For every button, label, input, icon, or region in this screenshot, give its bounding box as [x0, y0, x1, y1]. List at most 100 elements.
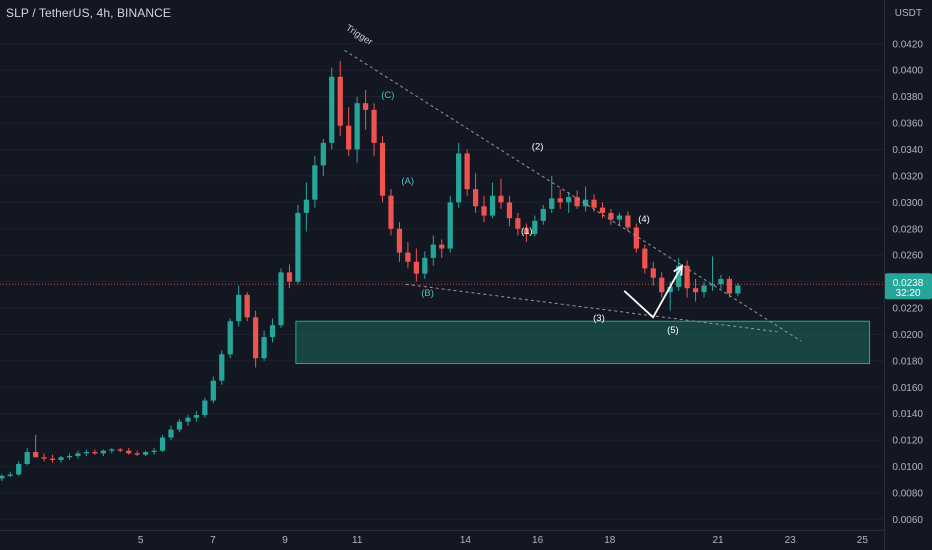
candle-body: [659, 277, 665, 293]
candle-body: [709, 284, 716, 286]
lower-trendline: [405, 283, 778, 333]
candle-body: [388, 195, 394, 229]
price-badge-value: 0.0238: [893, 278, 924, 289]
candle-body: [599, 207, 606, 213]
y-tick-label: 0.0140: [892, 409, 923, 420]
candle-body: [379, 142, 386, 196]
candle-body: [261, 337, 267, 359]
x-tick-label: 23: [785, 535, 797, 546]
candle-body: [735, 285, 741, 294]
wave-label: (4): [638, 214, 650, 225]
x-tick-label: 14: [460, 535, 472, 546]
y-tick-label: 0.0400: [892, 66, 923, 77]
candle-body: [109, 449, 115, 451]
candle-body: [168, 429, 174, 438]
y-tick-label: 0.0300: [892, 198, 923, 209]
candle-body: [320, 142, 326, 166]
candle-body: [143, 452, 149, 455]
candle-body: [227, 321, 233, 355]
candle-body: [667, 286, 673, 293]
candle-body: [236, 294, 242, 322]
candle-body: [650, 268, 656, 278]
y-tick-label: 0.0420: [892, 39, 923, 50]
candle-body: [608, 212, 614, 220]
price-badge-countdown: 32:20: [895, 288, 920, 299]
wave-label: (C): [381, 90, 394, 101]
y-tick-label: 0.0260: [892, 251, 923, 262]
candle-body: [692, 288, 699, 293]
candle-body: [354, 103, 360, 150]
candle-body: [498, 195, 504, 203]
candle-body: [176, 421, 183, 430]
x-tick-label: 21: [712, 535, 724, 546]
candle-body: [16, 463, 22, 475]
candle-body: [481, 206, 487, 216]
candle-body: [278, 272, 284, 326]
candle-body: [582, 199, 589, 207]
wave-label: (2): [532, 141, 544, 152]
y-tick-label: 0.0320: [892, 171, 923, 182]
x-tick-label: 25: [857, 535, 869, 546]
candle-body: [92, 452, 98, 454]
time-axis[interactable]: 5 7 9 11 14 16 18 21 23 25: [0, 530, 884, 550]
wave-label: (1): [521, 226, 533, 237]
candle-body: [549, 198, 555, 209]
candle-body: [49, 458, 56, 460]
y-tick-label: 0.0200: [892, 330, 923, 341]
candle-body: [7, 474, 13, 476]
y-tick-label: 0.0360: [892, 119, 923, 130]
candle-body: [489, 195, 496, 216]
y-tick-label: 0.0100: [892, 462, 923, 473]
candle-body: [456, 153, 462, 203]
price-axis[interactable]: 0.0420 0.0400 0.0380 0.0360 0.0340 0.0320 0.03…: [884, 0, 932, 550]
y-tick-label: 0.0380: [892, 92, 923, 103]
candle-body: [362, 103, 369, 110]
candle-body: [591, 199, 597, 208]
candle-body: [633, 227, 639, 249]
candle-body: [405, 252, 411, 262]
candle-body: [252, 317, 259, 359]
candle-body: [312, 165, 318, 200]
y-tick-label: 0.0180: [892, 356, 923, 367]
candle-body: [557, 198, 563, 203]
candle-body: [447, 202, 453, 249]
candle-body: [625, 215, 631, 228]
candle-body: [396, 228, 403, 253]
candle-body: [202, 400, 208, 416]
candle-body: [540, 208, 546, 221]
candle-body: [0, 475, 5, 479]
candle-body: [337, 76, 343, 126]
x-tick-label: 5: [138, 535, 144, 546]
candle-body: [371, 109, 377, 143]
y-tick-label: 0.0160: [892, 383, 923, 394]
candle-body: [472, 189, 479, 207]
candle-body: [566, 197, 572, 203]
candle-body: [439, 244, 445, 249]
candle-body: [126, 450, 132, 454]
projection-path: [623, 265, 683, 319]
candle-body: [58, 457, 64, 460]
candle-body: [422, 257, 428, 274]
candle-body: [295, 212, 301, 282]
candle-body: [532, 220, 538, 235]
wave-label: (5): [667, 325, 679, 336]
candle-body: [159, 437, 166, 451]
y-tick-label: 0.0120: [892, 436, 923, 447]
y-tick-label: 0.0220: [892, 304, 923, 315]
candle-body: [574, 197, 580, 207]
candle-body: [515, 218, 521, 229]
candle-body: [616, 215, 623, 220]
wave-label: (3): [593, 313, 605, 324]
wave-label: (A): [401, 176, 414, 187]
candle-body: [219, 354, 225, 381]
candle-body: [642, 248, 648, 269]
currency-label: USDT: [894, 8, 922, 19]
candle-body: [24, 452, 30, 464]
symbol-title[interactable]: SLP / TetherUS, 4h, BINANCE: [6, 6, 171, 20]
candle-body: [134, 453, 140, 455]
candle-body: [151, 450, 157, 453]
candle-body: [185, 417, 191, 422]
x-tick-label: 11: [352, 535, 363, 546]
